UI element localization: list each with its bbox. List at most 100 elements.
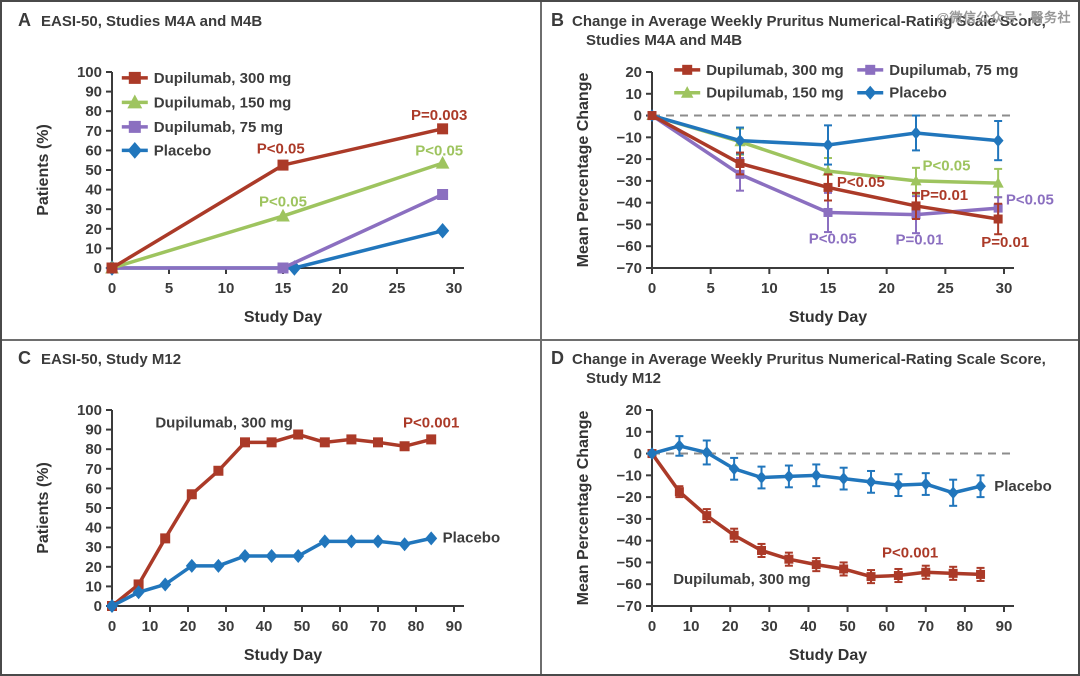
legend-label: Dupilumab, 75 mg	[889, 62, 1018, 79]
panel-d-pruritus-m12: D Change in Average Weekly Pruritus Nume…	[542, 340, 1078, 674]
data-point-marker	[729, 530, 739, 540]
data-point-marker	[127, 94, 143, 109]
panel-d-title: D Change in Average Weekly Pruritus Nume…	[551, 349, 1046, 388]
data-point-marker	[128, 120, 141, 133]
x-tick-label: 25	[389, 280, 406, 297]
data-point-marker	[823, 182, 833, 192]
series-placebo	[106, 531, 438, 613]
annotation-p-0-01: P=0.01	[896, 232, 944, 249]
data-point-marker	[132, 585, 145, 600]
data-point-marker	[976, 569, 986, 579]
panel-letter: A	[18, 10, 31, 30]
panel-title-text: Change in Average Weekly Pruritus Numeri…	[572, 349, 1046, 388]
annotation-p-0-001: P<0.001	[882, 545, 938, 562]
x-tick-label: 40	[800, 618, 817, 635]
y-tick-label: 100	[77, 402, 102, 419]
title-line-1: Change in Average Weekly Pruritus Numeri…	[572, 13, 1046, 30]
x-tick-label: 30	[996, 280, 1013, 297]
data-point-marker	[373, 437, 383, 448]
data-point-marker	[757, 545, 767, 555]
data-point-marker	[948, 568, 958, 578]
x-tick-label: 10	[761, 280, 778, 297]
y-tick-label: −50	[617, 216, 642, 233]
data-point-marker	[674, 487, 684, 497]
data-point-marker	[277, 159, 289, 171]
data-point-marker	[701, 446, 713, 459]
x-tick-label: 20	[332, 280, 349, 297]
data-point-marker	[277, 262, 289, 274]
panel-c-title: C EASI-50, Study M12	[18, 349, 181, 369]
legend-label: Placebo	[154, 142, 212, 159]
y-axis-label: Mean Percentage Change	[575, 411, 592, 606]
data-point-marker	[864, 85, 877, 100]
x-tick-label: 80	[957, 618, 974, 635]
x-tick-label: 0	[108, 280, 116, 297]
data-point-marker	[425, 531, 438, 546]
series-dupilumab-300-mg	[647, 111, 1003, 236]
data-point-marker	[133, 579, 144, 590]
y-tick-label: −70	[617, 598, 642, 615]
data-point-marker	[346, 434, 357, 445]
y-tick-label: 0	[94, 260, 102, 277]
annotation-placebo: Placebo	[443, 529, 501, 546]
data-point-marker	[646, 447, 658, 460]
x-tick-label: 0	[108, 618, 116, 635]
x-tick-label: 70	[370, 618, 387, 635]
x-tick-label: 40	[256, 618, 273, 635]
y-tick-label: 0	[634, 446, 642, 463]
x-tick-label: 60	[878, 618, 895, 635]
x-axis-label: Study Day	[789, 309, 867, 326]
data-point-marker	[893, 571, 903, 581]
data-point-marker	[159, 577, 172, 592]
y-tick-label: 30	[85, 201, 102, 218]
data-point-marker	[265, 549, 278, 564]
x-tick-label: 20	[722, 618, 739, 635]
y-tick-label: 20	[625, 402, 642, 419]
panel-title-text: Change in Average Weekly Pruritus Numeri…	[572, 11, 1046, 50]
y-tick-label: −10	[617, 467, 642, 484]
data-point-marker	[345, 534, 358, 549]
legend-label: Dupilumab, 150 mg	[706, 85, 844, 102]
data-point-marker	[992, 177, 1004, 188]
data-point-marker	[811, 560, 821, 570]
data-point-marker	[681, 86, 694, 98]
y-tick-label: 20	[625, 64, 642, 81]
title-line-1: EASI-50, Study M12	[41, 351, 182, 368]
y-tick-label: −50	[617, 554, 642, 571]
annotation-dupilumab-300-mg: Dupilumab, 300 mg	[673, 571, 811, 588]
annotation-p-0-01: P=0.01	[920, 187, 968, 204]
y-tick-label: 10	[85, 240, 102, 257]
data-point-marker	[276, 208, 290, 222]
plot-area: 0 10 20 30 40 50 60 70 80 90 100 0 10 20 30 40 50 60 70 80 9…	[35, 402, 500, 664]
panel-a-easi50-m4: A EASI-50, Studies M4A and M4B 0 10 20 30 40…	[2, 2, 542, 340]
legend-item-placebo: Placebo	[857, 85, 947, 102]
data-point-marker	[186, 489, 197, 500]
series-placebo	[646, 109, 1004, 166]
data-point-marker	[910, 174, 922, 186]
data-point-marker	[673, 439, 685, 453]
y-tick-label: 0	[634, 108, 642, 125]
annotation-p-0-003: P=0.003	[411, 107, 467, 124]
data-point-marker	[910, 126, 922, 140]
y-tick-label: 80	[85, 103, 102, 120]
data-point-marker	[240, 437, 250, 448]
x-axis-label: Study Day	[244, 647, 322, 664]
watermark-text: @微信公众号：醫务社	[936, 10, 1071, 25]
data-point-marker	[947, 486, 959, 500]
legend-item-dupilumab-150-mg: Dupilumab, 150 mg	[121, 94, 291, 111]
data-point-marker	[823, 207, 833, 217]
x-tick-label: 25	[937, 280, 954, 297]
annotation-p-0-05: P<0.05	[415, 142, 463, 159]
data-point-marker	[702, 511, 712, 521]
panel-b-title: B Change in Average Weekly Pruritus Nume…	[551, 11, 1046, 50]
annotation-p-0-05: P<0.05	[923, 158, 971, 175]
data-point-marker	[682, 64, 693, 75]
annotation-p-0-05: P<0.05	[257, 140, 305, 157]
y-tick-label: −30	[617, 173, 642, 190]
panel-c-easi50-m12: C EASI-50, Study M12 0 10 20 30 40 50 60 70 80 90…	[2, 340, 542, 674]
y-tick-label: 70	[85, 461, 102, 478]
panel-letter: C	[18, 348, 31, 368]
data-point-marker	[734, 134, 746, 147]
legend-label: Dupilumab, 300 mg	[706, 62, 844, 79]
y-tick-label: −10	[617, 129, 642, 146]
